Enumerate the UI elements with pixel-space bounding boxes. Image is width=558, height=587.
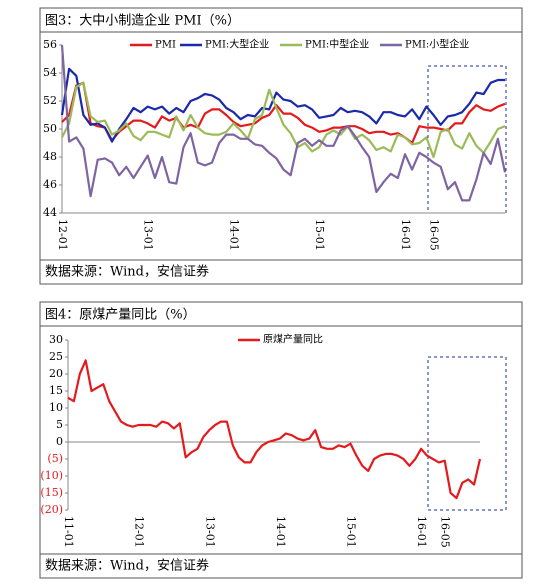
panel-frames — [39, 7, 523, 579]
y-tick-label: (10) — [40, 469, 63, 482]
y-tick-label: 15 — [49, 384, 63, 397]
x-tick-label: 16-05 — [428, 219, 441, 251]
legend-label: 原煤产量同比 — [263, 333, 323, 346]
x-tick-label: 13-01 — [203, 516, 216, 548]
x-tick-label: 12-01 — [56, 219, 69, 251]
chart-title: 图3：大中小制造企业 PMI（%） — [45, 13, 240, 29]
y-tick-label: 56 — [43, 38, 57, 51]
x-tick-label: 16-01 — [415, 516, 428, 548]
series-line — [61, 81, 506, 145]
legend-label: PMI:中型企业 — [305, 38, 369, 51]
y-tick-label: 52 — [43, 94, 57, 107]
series-line — [61, 81, 506, 159]
source: 数据来源：Wind，安信证券 — [45, 558, 209, 574]
series-line — [60, 67, 505, 143]
y-tick-label: 0 — [56, 435, 63, 448]
legend-label: PMI — [155, 40, 176, 51]
x-tick-label: 14-01 — [227, 219, 240, 251]
y-tick-label: (20) — [40, 503, 63, 516]
x-tick-label: 16-01 — [399, 219, 412, 251]
chart-title: 图4：原煤产量同比（%） — [45, 308, 196, 323]
x-tick-label: 11-01 — [62, 516, 75, 548]
panel-frame — [39, 7, 523, 285]
y-tick-label: 46 — [43, 178, 57, 191]
y-tick-label: 25 — [49, 350, 63, 363]
x-tick-label: 15-01 — [345, 516, 358, 548]
panel-frame — [39, 301, 523, 579]
legend-label: PMI:大型企业 — [205, 38, 269, 51]
series-line — [60, 44, 507, 202]
y-tick-label: 54 — [43, 66, 57, 79]
series-line — [67, 359, 482, 500]
y-tick-label: 48 — [43, 150, 57, 163]
source: 数据来源：Wind，安信证券 — [45, 264, 209, 280]
y-tick-label: (5) — [47, 452, 63, 465]
y-tick-label: 44 — [43, 206, 57, 219]
y-tick-label: 50 — [43, 122, 57, 135]
y-tick-label: 30 — [49, 333, 63, 346]
y-tick-label: (15) — [40, 486, 63, 499]
y-tick-label: 20 — [49, 367, 63, 380]
y-tick-label: 5 — [56, 418, 63, 431]
x-tick-label: 15-01 — [313, 219, 326, 251]
x-tick-label: 13-01 — [142, 219, 155, 251]
highlight-box — [427, 356, 507, 511]
y-tick-label: 10 — [49, 401, 63, 414]
x-tick-label: 16-05 — [439, 516, 452, 548]
x-tick-label: 12-01 — [133, 516, 146, 548]
x-tick-label: 14-01 — [274, 516, 287, 548]
legend-label: PMI:小型企业 — [405, 38, 469, 51]
